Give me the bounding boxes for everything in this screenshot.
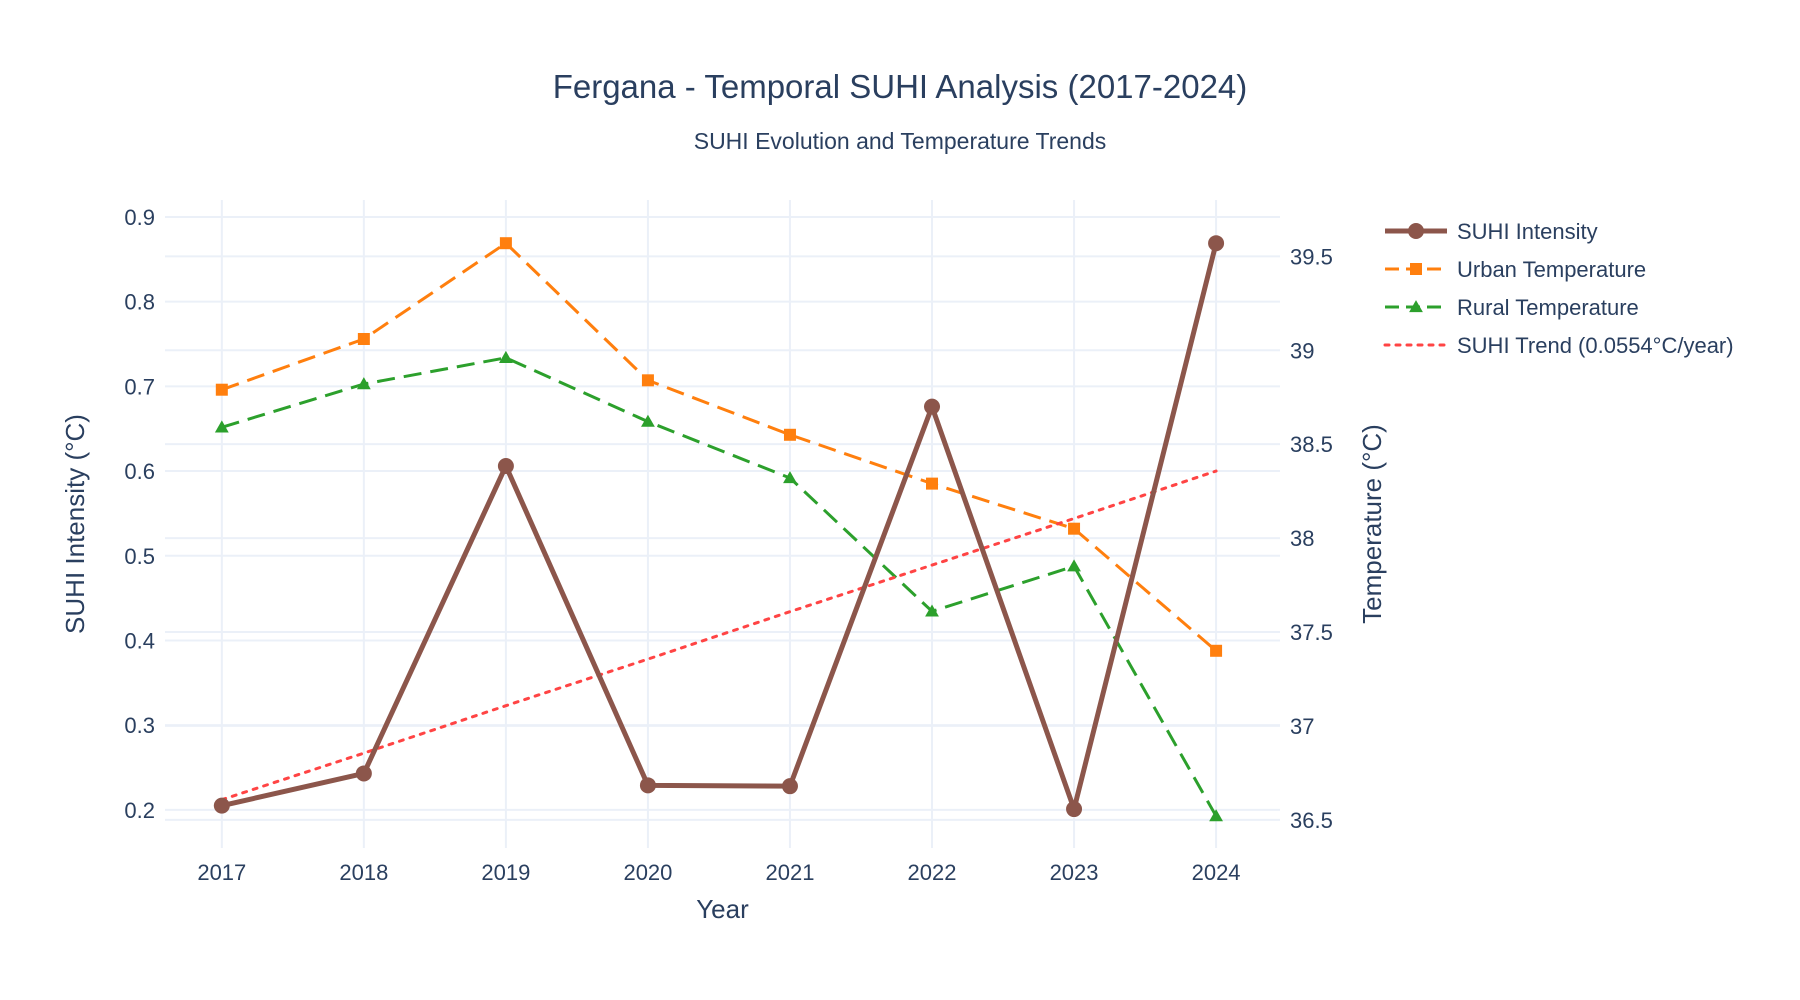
data-point xyxy=(214,420,229,433)
y-tick-label: 0.8 xyxy=(124,290,155,315)
chart-subtitle: SUHI Evolution and Temperature Trends xyxy=(693,128,1107,154)
data-point xyxy=(213,797,230,814)
y-tick-label: 0.9 xyxy=(124,205,155,230)
chart-title: Fergana - Temporal SUHI Analysis (2017-2… xyxy=(552,68,1248,105)
y2-axis-title: Temperature (°C) xyxy=(1357,424,1387,624)
data-point xyxy=(1410,263,1422,275)
series-line xyxy=(221,356,1218,817)
y2-tick-label: 38 xyxy=(1290,526,1314,551)
data-point xyxy=(1208,235,1225,252)
data-point xyxy=(783,471,797,484)
y2-tick-label: 38.5 xyxy=(1290,432,1333,457)
x-axis-title: Year xyxy=(696,894,749,924)
y2-tick-label: 37.5 xyxy=(1290,620,1333,645)
x-tick-label: 2021 xyxy=(765,860,814,885)
data-point xyxy=(215,383,228,396)
data-point xyxy=(356,377,371,390)
series-suhi-trend-0-0554-c-year xyxy=(220,469,1218,802)
x-tick-label: 2023 xyxy=(1050,860,1099,885)
data-point xyxy=(357,332,370,345)
legend-label: SUHI Intensity xyxy=(1457,219,1598,244)
legend-item[interactable]: Rural Temperature xyxy=(1385,295,1639,320)
data-point xyxy=(783,428,796,441)
legend-label: SUHI Trend (0.0554°C/year) xyxy=(1457,333,1734,358)
data-point xyxy=(1209,809,1223,822)
y-axis-title: SUHI Intensity (°C) xyxy=(60,414,90,634)
series-layer xyxy=(213,235,1225,822)
data-point xyxy=(497,457,514,474)
data-point xyxy=(499,237,512,250)
x-tick-label: 2019 xyxy=(481,860,530,885)
series-suhi-intensity xyxy=(213,235,1225,818)
data-point xyxy=(1409,300,1423,313)
data-point xyxy=(1066,801,1083,818)
data-point xyxy=(926,477,939,490)
x-tick-label: 2017 xyxy=(197,860,246,885)
x-tick-label: 2022 xyxy=(908,860,957,885)
legend-item[interactable]: Urban Temperature xyxy=(1385,257,1646,282)
y2-tick-label: 39.5 xyxy=(1290,244,1333,269)
legend-item[interactable]: SUHI Trend (0.0554°C/year) xyxy=(1383,333,1734,358)
series-line xyxy=(221,242,1219,812)
legend-label: Urban Temperature xyxy=(1457,257,1646,282)
legend-item[interactable]: SUHI Intensity xyxy=(1385,219,1598,244)
x-axis-ticks: 2017 2018 2019 2020 2021 2022 2023 2024 xyxy=(197,860,1240,885)
legend-label: Rural Temperature xyxy=(1457,295,1639,320)
x-tick-label: 2024 xyxy=(1192,860,1241,885)
grid xyxy=(165,200,1280,848)
data-point xyxy=(1408,223,1424,239)
series-urban-temperature xyxy=(215,237,1223,657)
data-point xyxy=(355,765,372,782)
data-point xyxy=(924,398,941,415)
y-tick-label: 0.6 xyxy=(124,459,155,484)
y2-axis-ticks: 36.5 37 37.5 38 38.5 39 39.5 xyxy=(1290,244,1333,832)
data-point xyxy=(781,778,798,795)
series-line xyxy=(220,469,1218,802)
data-point xyxy=(925,604,939,617)
data-point xyxy=(498,350,513,363)
data-point xyxy=(641,374,654,387)
y-tick-label: 0.7 xyxy=(124,374,155,399)
y-tick-label: 0.2 xyxy=(124,798,155,823)
y2-tick-label: 36.5 xyxy=(1290,808,1333,833)
y-tick-label: 0.3 xyxy=(124,713,155,738)
x-tick-label: 2020 xyxy=(623,860,672,885)
series-line xyxy=(221,241,1218,652)
data-point xyxy=(639,777,656,794)
y-axis-ticks: 0.2 0.3 0.4 0.5 0.6 0.7 0.8 0.9 xyxy=(124,205,155,823)
data-point xyxy=(641,414,655,427)
x-tick-label: 2018 xyxy=(339,860,388,885)
y-tick-label: 0.4 xyxy=(124,628,155,653)
y2-tick-label: 39 xyxy=(1290,338,1314,363)
y-tick-label: 0.5 xyxy=(124,544,155,569)
data-point xyxy=(1210,644,1223,657)
data-point xyxy=(1067,559,1081,572)
series-rural-temperature xyxy=(214,350,1223,822)
y2-tick-label: 37 xyxy=(1290,714,1314,739)
data-point xyxy=(1068,522,1081,535)
legend[interactable]: SUHI Intensity Urban Temperature Rural Tem… xyxy=(1383,219,1734,358)
